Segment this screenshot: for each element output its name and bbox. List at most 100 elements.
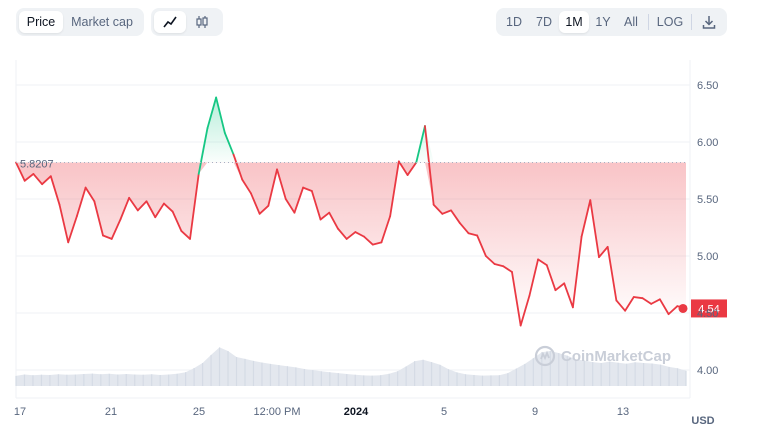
price-line-segment (58, 203, 70, 244)
price-line-segment (380, 215, 392, 244)
price-line-segment (554, 282, 566, 292)
price-line-segment (32, 173, 44, 186)
price-line-segment (284, 198, 296, 214)
price-line-segment (667, 305, 679, 316)
tab-price[interactable]: Price (19, 11, 63, 33)
below-reference-fill (16, 162, 686, 326)
price-line-segment (258, 204, 270, 215)
price-line-segment (136, 200, 148, 212)
range-1d[interactable]: 1D (506, 15, 522, 29)
price-marketcap-toggle: Price Market cap (16, 8, 144, 36)
price-line-segment (23, 173, 35, 182)
price-line-segment (215, 96, 226, 134)
price-line-segment (102, 234, 113, 240)
price-line-segment (563, 282, 574, 309)
price-line-segment (650, 298, 661, 305)
price-line-segment (537, 258, 548, 267)
price-line-segment (15, 161, 26, 182)
price-line-segment (528, 258, 539, 297)
price-line-segment (41, 175, 52, 186)
download-icon[interactable] (695, 11, 723, 33)
price-line-segment (267, 168, 278, 207)
range-1y[interactable]: 1Y (595, 15, 611, 29)
price-line-segment (223, 131, 235, 156)
price-line-segment (250, 192, 261, 215)
y-tick-label: 4.50 (697, 308, 718, 320)
price-line-segment (397, 160, 409, 176)
price-line-segment (128, 196, 139, 212)
range-all[interactable]: All (624, 15, 638, 29)
price-line-segment (337, 227, 348, 240)
coinmarketcap-logo-icon (534, 345, 556, 367)
x-tick-label: 12:00 PM (253, 406, 300, 418)
price-line-segment (493, 263, 505, 268)
price-line-segment (450, 209, 461, 224)
price-line-segment (545, 264, 557, 292)
price-line-segment (197, 127, 209, 175)
price-line-segment (632, 296, 644, 300)
price-line-segment (67, 215, 78, 244)
range-selector: 1D 7D 1M 1Y All LOG (496, 8, 727, 36)
tab-market-cap[interactable]: Market cap (71, 15, 133, 29)
price-line-segment (241, 178, 252, 195)
current-price-label: 4.54 (698, 303, 719, 315)
price-line-segment (310, 190, 322, 221)
reference-label: 5.8207 (20, 158, 54, 170)
above-reference-fill (16, 97, 686, 163)
x-tick-label: 9 (532, 406, 538, 418)
price-line-segment (641, 297, 653, 305)
y-tick-label: 6.50 (697, 80, 718, 92)
price-line-segment (145, 200, 157, 219)
price-line-segment (406, 161, 418, 176)
x-tick-label: 25 (193, 406, 205, 418)
price-line-segment (615, 299, 626, 312)
current-price-dot (678, 303, 688, 313)
price-line-segment (189, 173, 200, 240)
x-tick-label: 2024 (344, 406, 369, 418)
chart-type-toggle (151, 8, 223, 36)
watermark: CoinMarketCap (534, 345, 671, 367)
price-line-segment (415, 125, 426, 164)
price-line-segment (467, 232, 479, 237)
watermark-text: CoinMarketCap (561, 348, 671, 365)
range-1m[interactable]: 1M (559, 11, 589, 33)
line-chart-icon[interactable] (154, 11, 186, 33)
y-tick-label: 4.00 (697, 365, 718, 377)
price-line-segment (658, 298, 670, 316)
price-line-segment (110, 218, 122, 240)
price-line-segment (354, 231, 365, 238)
candlestick-icon[interactable] (186, 11, 218, 33)
price-line-segment (345, 231, 357, 240)
price-line-segment (519, 294, 531, 327)
price-line-segment (606, 245, 618, 302)
price-line-segment (302, 186, 313, 192)
y-tick-label: 6.00 (697, 137, 718, 149)
price-line-segment (276, 168, 287, 200)
price-line-segment (171, 210, 183, 232)
x-tick-label: 13 (617, 406, 629, 418)
price-line-segment (163, 202, 174, 213)
price-line-segment (598, 245, 609, 259)
price-line-segment (458, 222, 470, 235)
download-divider (691, 14, 692, 30)
price-line-segment (484, 255, 496, 265)
price-line-segment (49, 175, 61, 206)
price-line-segment (371, 241, 383, 246)
price-line-segment (119, 196, 131, 221)
price-line-segment (93, 200, 104, 237)
price-line-segment (180, 230, 191, 240)
price-line-segment (363, 235, 374, 246)
price-line-segment (389, 160, 400, 218)
price-line-segment (84, 186, 96, 203)
price-line-segment (424, 125, 435, 206)
range-7d[interactable]: 7D (536, 15, 552, 29)
price-line-segment (206, 96, 218, 130)
price-line-segment (432, 203, 444, 215)
currency-label: USD (691, 415, 714, 427)
price-line-segment (624, 296, 635, 312)
range-divider (648, 14, 649, 30)
price-line-segment (293, 186, 305, 214)
log-scale-button[interactable]: LOG (656, 15, 684, 29)
volume-area (16, 347, 686, 386)
